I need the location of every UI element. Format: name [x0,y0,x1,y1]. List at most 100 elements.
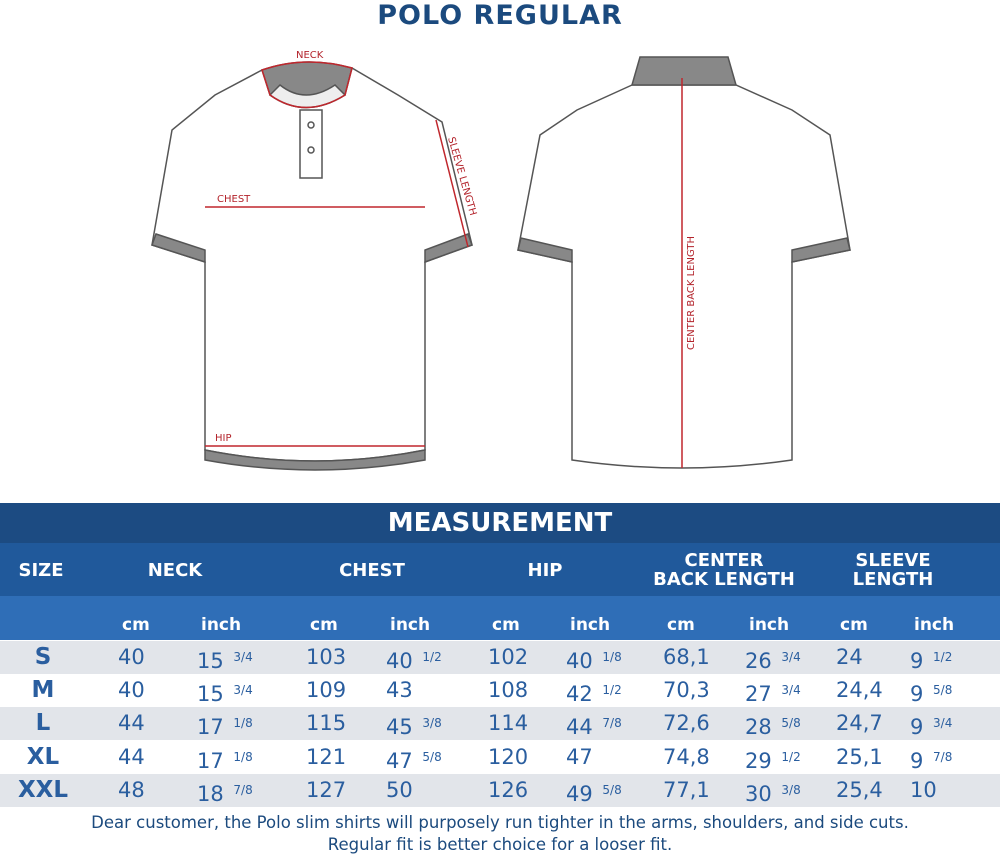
group-header: CENTER [684,550,764,571]
neck-line [261,61,353,109]
value-cell: 44 [118,711,145,736]
value-cell: 44 [118,744,145,769]
value-cell: 43 [386,678,413,703]
value-cell: 40 [118,678,145,703]
value-cell: 127 [306,777,347,802]
unit-label: inch [390,615,431,635]
neck-label: NECK [296,50,324,61]
value-cell: 108 [488,678,529,703]
value-cell: 74,8 [663,744,710,769]
value-cell: 24 [836,645,863,669]
hip-label: HIP [215,433,232,444]
value-cell: 30 3/8 [745,781,801,806]
table-row: S 40 15 3/4 103 40 1/2 102 40 1/8 68,1 26 3/4 24 9… [0,641,1000,674]
size-cell: XL [26,743,60,770]
sleeve-cuff [791,237,851,263]
value-cell: 77,1 [663,777,710,802]
value-cell: 10 [910,777,937,802]
value-cell: 9 5/8 [910,682,953,707]
value-cell: 17 1/8 [197,748,253,773]
value-cell: 103 [306,645,347,669]
value-cell: 42 1/2 [566,682,622,707]
footer-line: Regular fit is better choice for a loose… [327,835,673,854]
group-header: NECK [147,560,203,581]
unit-label: inch [749,615,790,635]
value-cell: 27 3/4 [745,682,801,707]
shirt-diagram: NECK CHEST HIP SLEEVE LENGTH CENTER BACK… [151,50,851,471]
value-cell: 40 [118,645,145,669]
unit-label: inch [201,615,242,635]
unit-label: inch [914,615,955,635]
back-collar [631,56,737,86]
value-cell: 102 [488,645,529,669]
value-cell: 47 5/8 [386,748,442,773]
placket [299,109,323,179]
value-cell: 48 [118,777,145,802]
unit-label: cm [492,615,520,635]
value-cell: 18 7/8 [197,781,253,806]
group-header: BACK LENGTH [653,569,795,590]
table-row: L 44 17 1/8 115 45 3/8 114 44 7/8 72,6 28 5/8 24,… [0,707,1000,741]
value-cell: 72,6 [663,711,710,736]
group-header: LENGTH [852,569,934,590]
size-cell: XXL [17,776,69,803]
unit-label: cm [667,615,695,635]
value-cell: 15 3/4 [197,649,253,673]
sleeve-cuff [151,233,206,264]
unit-label: cm [840,615,868,635]
sleeve-line [435,119,469,248]
button [307,121,315,129]
unit-label: cm [310,615,338,635]
button [307,146,315,154]
value-cell: 40 1/2 [386,649,442,673]
page-title: POLO REGULAR [377,0,623,31]
size-cell: S [34,644,52,670]
value-cell: 25,1 [836,744,883,769]
value-cell: 45 3/8 [386,715,442,740]
value-cell: 109 [306,678,347,703]
value-cell: 24,7 [836,711,883,736]
value-cell: 17 1/8 [197,715,253,740]
unit-row: cm inch cm inch cm inch cm inch cm inch [0,596,1000,640]
value-cell: 121 [306,744,347,769]
sleeve-cuff [424,233,473,264]
unit-label: cm [122,615,150,635]
value-cell: 44 7/8 [566,715,622,740]
table-title: MEASUREMENT [0,503,1000,543]
value-cell: 9 7/8 [910,748,953,773]
header-row: SIZE NECK CHEST HIP CENTER BACK LENGTH SLEEVE L… [0,543,1000,596]
size-cell: M [31,677,55,704]
value-cell: 68,1 [663,645,710,669]
footer-line: Dear customer, the Polo slim shirts will… [91,813,909,832]
value-cell: 29 1/2 [745,748,801,773]
value-cell: 115 [306,711,347,736]
unit-label: inch [570,615,611,635]
value-cell: 24,4 [836,678,883,703]
hem [204,449,426,471]
back-body [517,84,851,469]
value-cell: 120 [488,744,529,769]
value-cell: 50 [386,777,413,802]
group-header: CHEST [339,560,405,581]
value-cell: 114 [488,711,529,736]
value-cell: 26 3/4 [745,649,801,673]
value-cell: 126 [488,777,529,802]
table-row: XXL 48 18 7/8 127 50 126 49 5/8 77,1 30 3/8 25,4 1… [0,773,1000,807]
sleeve-cuff [517,237,573,263]
value-cell: 49 5/8 [566,781,622,806]
group-header: SLEEVE [855,550,931,571]
value-cell: 40 1/8 [566,649,622,673]
size-header: SIZE [18,560,64,581]
value-cell: 9 1/2 [910,649,953,673]
center-back-label: CENTER BACK LENGTH [686,236,697,350]
chest-label: CHEST [217,194,251,205]
value-cell: 9 3/4 [910,715,953,740]
value-cell: 28 5/8 [745,715,801,740]
value-cell: 25,4 [836,777,883,802]
size-cell: L [35,710,51,737]
table-row: XL 44 17 1/8 121 47 5/8 120 47 74,8 29 1/2 25,1 9 … [0,740,1000,774]
table-row: M 40 15 3/4 109 43 108 42 1/2 70,3 27 3/4 24,4 9 5… [0,674,1000,708]
value-cell: 15 3/4 [197,682,253,707]
group-header: HIP [527,560,563,581]
